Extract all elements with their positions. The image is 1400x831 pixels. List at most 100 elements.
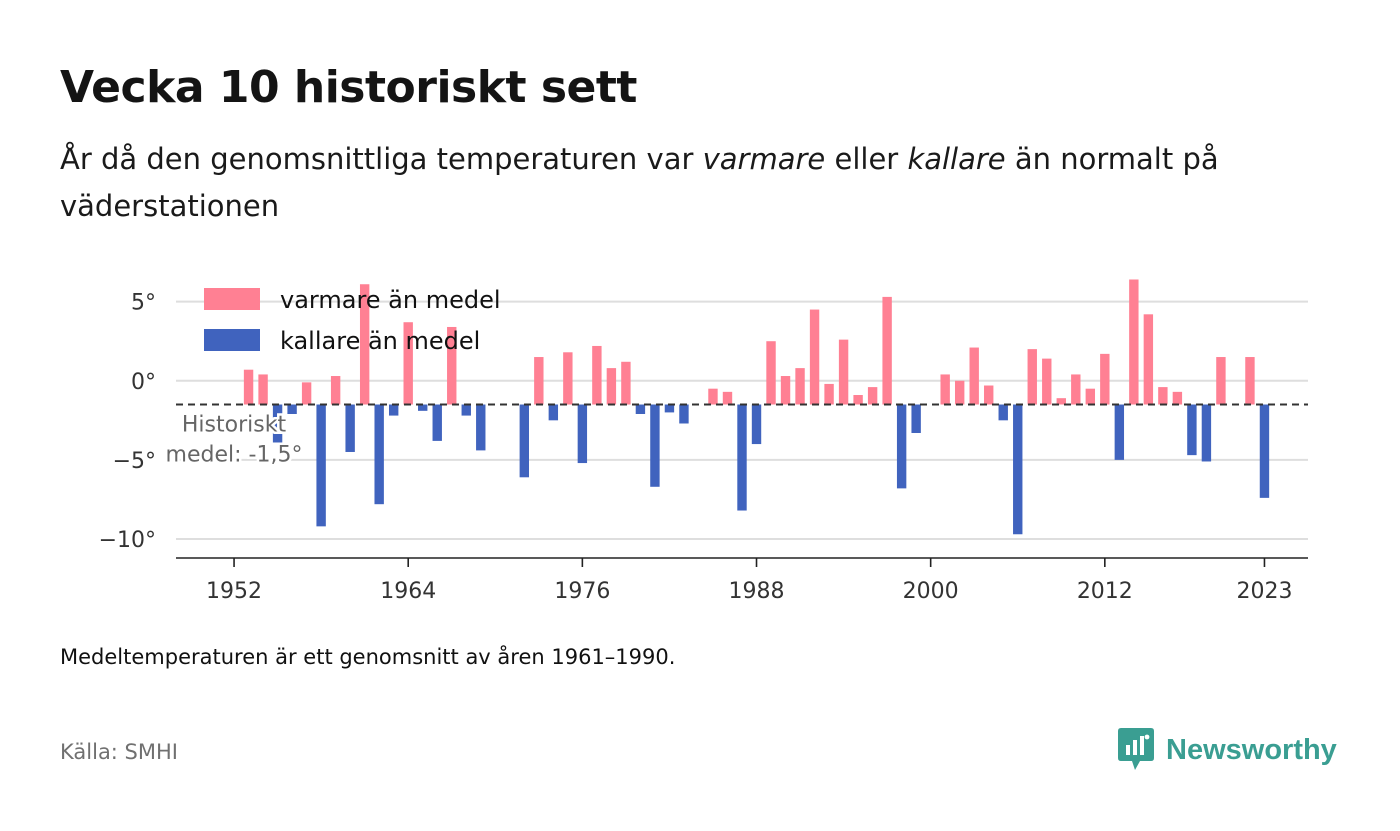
bar	[1027, 349, 1037, 405]
bar	[359, 284, 370, 405]
x-tick-label: 1988	[729, 579, 785, 604]
bar	[896, 404, 907, 489]
legend: varmare än medel kallare än medel	[204, 286, 501, 355]
bar	[1172, 391, 1183, 405]
newsworthy-chart-icon	[1118, 728, 1154, 770]
bar	[1259, 404, 1270, 498]
newsworthy-logo[interactable]: Newsworthy	[1118, 727, 1337, 773]
x-tick-label: 2023	[1236, 579, 1292, 604]
bar	[374, 404, 384, 505]
y-tick-label: 5°	[131, 291, 156, 316]
x-tick-label: 2012	[1077, 579, 1133, 604]
bar	[1056, 398, 1066, 405]
bar	[447, 326, 457, 405]
bar	[853, 395, 863, 405]
bar	[969, 347, 979, 405]
bar	[621, 361, 631, 405]
bar	[272, 404, 283, 443]
bar	[824, 383, 834, 405]
bar	[751, 404, 762, 445]
bar	[650, 404, 660, 487]
baseline: Historiskt medel: -1,5°	[163, 403, 1308, 470]
bar	[316, 404, 326, 527]
bar	[635, 404, 646, 414]
bar	[838, 339, 849, 405]
bar	[766, 341, 776, 405]
bar	[606, 368, 617, 405]
source-label: Källa: SMHI	[60, 740, 178, 764]
bar	[1071, 374, 1081, 405]
baseline-label: Historiskt	[182, 413, 287, 438]
brand-name: Newsworthy	[1166, 733, 1337, 766]
x-tick-label: 1952	[206, 579, 262, 604]
bar	[722, 391, 733, 405]
bar	[882, 296, 892, 405]
bar	[1143, 314, 1154, 405]
baseline-label: medel: -1,5°	[166, 443, 303, 468]
x-tick-label: 1976	[554, 579, 610, 604]
bar	[287, 404, 297, 414]
bar	[519, 404, 530, 478]
bar	[780, 376, 791, 405]
bar	[1100, 353, 1110, 405]
subtitle-text-3: än normalt på väderstationen	[60, 142, 1219, 223]
bar	[1129, 279, 1139, 405]
subtitle-text-1: År då den genomsnittliga temperaturen va…	[60, 142, 703, 176]
legend-swatch-warmer	[204, 288, 260, 310]
bar	[664, 404, 675, 413]
bar	[911, 404, 921, 433]
x-tick-label: 2000	[903, 579, 959, 604]
bar	[1114, 404, 1125, 460]
y-axis-ticks: 5° 0° −5° −10°	[99, 291, 156, 553]
bar	[534, 357, 544, 405]
bar	[708, 388, 718, 405]
chart-subtitle: År då den genomsnittliga temperaturen va…	[60, 136, 1290, 230]
bar	[1085, 388, 1096, 405]
bar	[345, 404, 355, 452]
bar	[476, 404, 486, 451]
bar	[795, 368, 805, 405]
subtitle-emphasis-colder: kallare	[907, 142, 1006, 176]
bar	[867, 387, 878, 405]
bar	[577, 404, 588, 464]
bar	[679, 404, 689, 424]
bar	[388, 404, 399, 416]
bar	[1042, 358, 1052, 405]
subtitle-emphasis-warmer: varmare	[702, 142, 826, 176]
bar	[330, 376, 341, 405]
bar	[1013, 404, 1023, 535]
bar	[592, 345, 602, 405]
bar	[243, 369, 254, 405]
footnote: Medeltemperaturen är ett genomsnitt av å…	[60, 645, 676, 669]
bar	[461, 404, 471, 416]
y-tick-label: −5°	[113, 449, 156, 474]
bar	[1216, 357, 1226, 405]
x-tick-label: 1964	[380, 579, 436, 604]
bar	[737, 404, 747, 511]
bar	[940, 374, 950, 405]
bar	[432, 404, 442, 441]
bars	[243, 279, 1270, 535]
bar	[1201, 404, 1212, 462]
x-axis-ticks: 1952 1964 1976 1988 2000 2012 2023	[206, 558, 1292, 604]
bar	[403, 322, 413, 405]
bar	[563, 352, 573, 405]
y-tick-label: −10°	[99, 528, 156, 553]
bar	[1158, 387, 1168, 405]
bar	[548, 404, 559, 421]
bar	[998, 404, 1008, 421]
legend-label-colder: kallare än medel	[280, 327, 480, 355]
bar	[301, 382, 312, 405]
bar	[418, 404, 428, 411]
subtitle-text-2: eller	[825, 142, 908, 176]
y-tick-label: 0°	[131, 370, 156, 395]
bar	[1187, 404, 1197, 456]
bar	[258, 374, 268, 405]
legend-swatch-colder	[204, 329, 260, 351]
bar	[809, 309, 820, 405]
bar	[1245, 357, 1255, 405]
chart-title: Vecka 10 historiskt sett	[60, 62, 637, 113]
bar	[954, 380, 965, 405]
bar	[984, 385, 994, 405]
